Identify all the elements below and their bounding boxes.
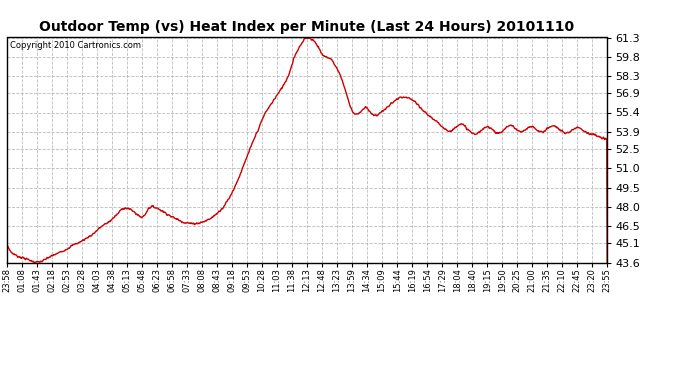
Title: Outdoor Temp (vs) Heat Index per Minute (Last 24 Hours) 20101110: Outdoor Temp (vs) Heat Index per Minute … <box>39 20 575 33</box>
Text: Copyright 2010 Cartronics.com: Copyright 2010 Cartronics.com <box>10 41 141 50</box>
